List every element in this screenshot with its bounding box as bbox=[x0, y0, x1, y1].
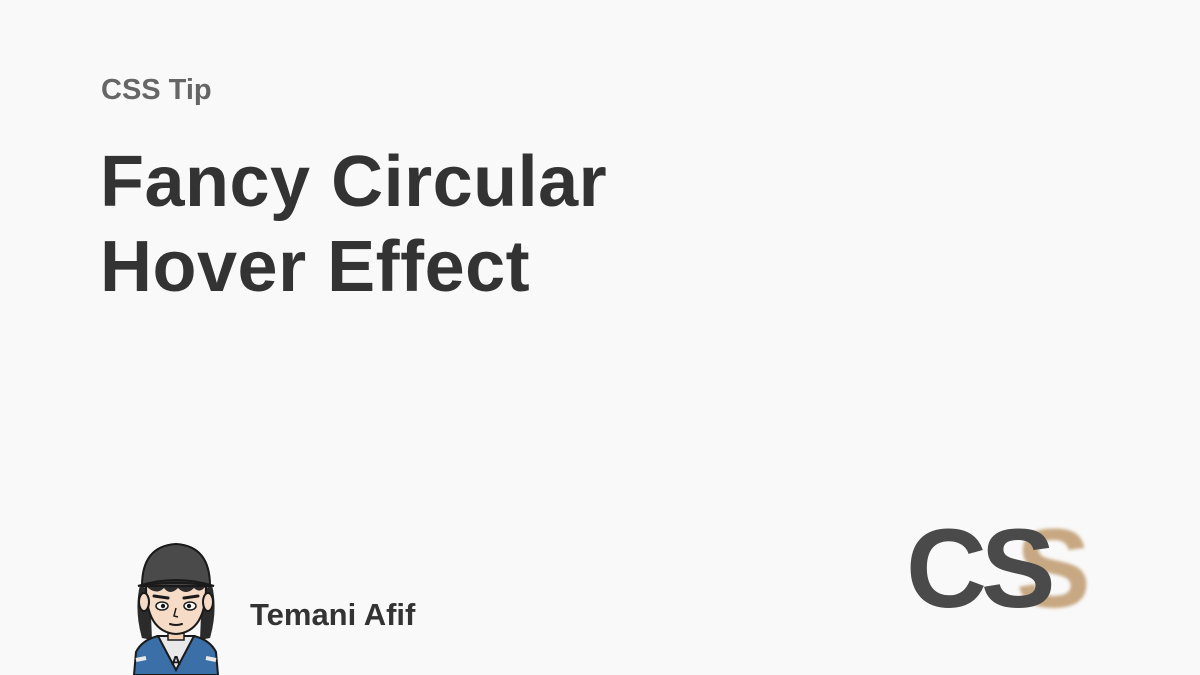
svg-text:CS: CS bbox=[906, 506, 1052, 620]
cartoon-avatar-icon: A bbox=[132, 542, 220, 675]
title-line-2: Hover Effect bbox=[100, 227, 531, 307]
svg-text:S: S bbox=[1016, 506, 1087, 620]
author-block: A Temani Afif bbox=[128, 540, 415, 675]
eyebrow-label: CSS Tip bbox=[101, 74, 212, 106]
css-logo-icon: CSS S CS bbox=[906, 506, 1093, 620]
title-line-1: Fancy Circular bbox=[100, 142, 608, 222]
article-title: Fancy Circular Hover Effect bbox=[100, 140, 607, 310]
jacket-letter: A bbox=[171, 654, 181, 668]
author-name: Temani Afif bbox=[250, 596, 416, 632]
